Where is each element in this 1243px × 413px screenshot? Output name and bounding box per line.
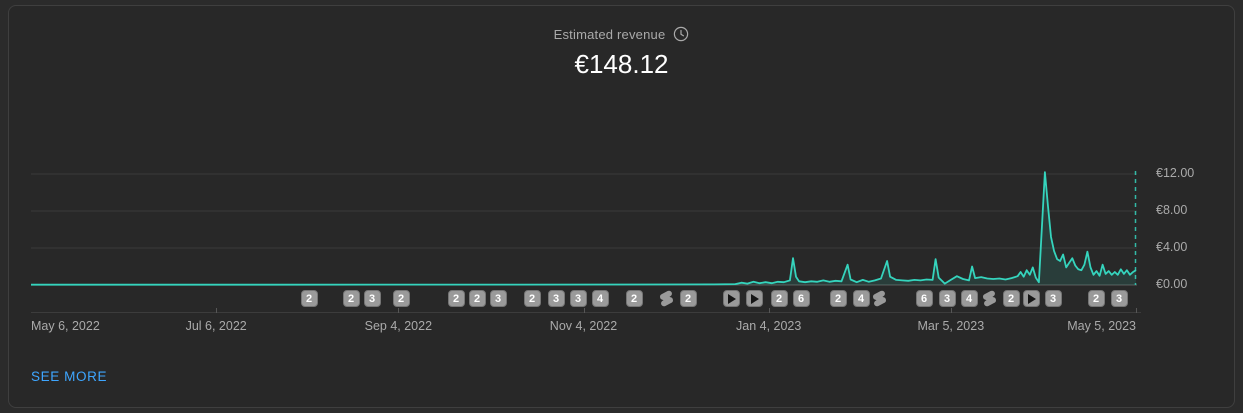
y-axis-tick-label: €4.00 [1156, 240, 1188, 254]
upload-count-badge[interactable]: 2 [468, 290, 486, 307]
revenue-line-chart[interactable] [31, 163, 1137, 286]
upload-count-badge[interactable]: 4 [852, 290, 870, 307]
upload-count-badge[interactable]: 3 [569, 290, 587, 307]
x-axis-tick [1136, 308, 1137, 313]
upload-count-badge[interactable]: 2 [829, 290, 847, 307]
x-axis-tick-label: Nov 4, 2022 [549, 319, 618, 333]
x-axis-tick-label: Mar 5, 2023 [917, 319, 985, 333]
upload-count-badge[interactable]: 2 [770, 290, 788, 307]
x-axis-tick [583, 308, 585, 313]
x-axis-tick-label: Sep 4, 2022 [364, 319, 433, 333]
x-axis-tick-label: May 6, 2022 [31, 319, 100, 333]
upload-count-badge[interactable]: 3 [938, 290, 956, 307]
upload-count-badge[interactable]: 4 [960, 290, 978, 307]
clock-icon[interactable] [673, 26, 689, 42]
upload-count-badge[interactable]: 2 [1002, 290, 1020, 307]
shorts-icon [982, 290, 996, 307]
shorts-upload-marker[interactable] [658, 290, 675, 307]
shorts-upload-marker[interactable] [981, 290, 998, 307]
y-axis-tick-label: €8.00 [1156, 203, 1188, 217]
x-axis-tick-label: Jan 4, 2023 [736, 319, 802, 333]
video-upload-marker[interactable] [745, 290, 763, 307]
x-axis-tick-label: Jul 6, 2022 [185, 319, 247, 333]
upload-count-badge[interactable]: 2 [1087, 290, 1105, 307]
upload-count-badge[interactable]: 2 [523, 290, 541, 307]
y-axis-tick-label: €0.00 [1156, 277, 1188, 291]
x-axis-line [31, 312, 1141, 313]
revenue-area-fill [31, 172, 1136, 285]
upload-count-badge[interactable]: 6 [792, 290, 810, 307]
upload-count-badge[interactable]: 2 [392, 290, 410, 307]
video-upload-marker[interactable] [1022, 290, 1040, 307]
revenue-line [31, 171, 1137, 286]
upload-count-badge[interactable]: 3 [547, 290, 565, 307]
shorts-icon [872, 290, 886, 307]
upload-count-badge[interactable]: 2 [300, 290, 318, 307]
play-icon [751, 293, 759, 304]
upload-count-badge[interactable]: 2 [625, 290, 643, 307]
upload-count-badge[interactable]: 6 [915, 290, 933, 307]
estimated-revenue-card: Estimated revenue €148.12 €12.00 €8.00 €4.… [8, 5, 1235, 408]
upload-count-badge[interactable]: 2 [342, 290, 360, 307]
play-icon [1028, 293, 1036, 304]
card-header: Estimated revenue €148.12 [9, 26, 1234, 80]
play-icon [728, 293, 736, 304]
y-axis-tick-label: €12.00 [1156, 166, 1195, 180]
x-axis-tick [950, 308, 952, 313]
x-axis-tick [398, 308, 400, 313]
upload-count-badge[interactable]: 2 [447, 290, 465, 307]
see-more-link[interactable]: SEE MORE [31, 369, 108, 384]
video-upload-marker[interactable] [722, 290, 740, 307]
total-revenue-value: €148.12 [574, 49, 669, 79]
shorts-upload-marker[interactable] [871, 290, 888, 307]
x-axis-tick [768, 308, 770, 313]
upload-count-badge[interactable]: 3 [363, 290, 381, 307]
x-axis-tick [216, 308, 218, 313]
shorts-icon [659, 290, 673, 307]
upload-count-badge[interactable]: 3 [1110, 290, 1128, 307]
upload-count-badge[interactable]: 4 [591, 290, 609, 307]
upload-count-badge[interactable]: 3 [489, 290, 507, 307]
card-title: Estimated revenue [553, 26, 666, 42]
x-axis-tick-label: May 5, 2023 [1067, 319, 1136, 333]
upload-count-badge[interactable]: 2 [679, 290, 697, 307]
upload-count-badge[interactable]: 3 [1044, 290, 1062, 307]
